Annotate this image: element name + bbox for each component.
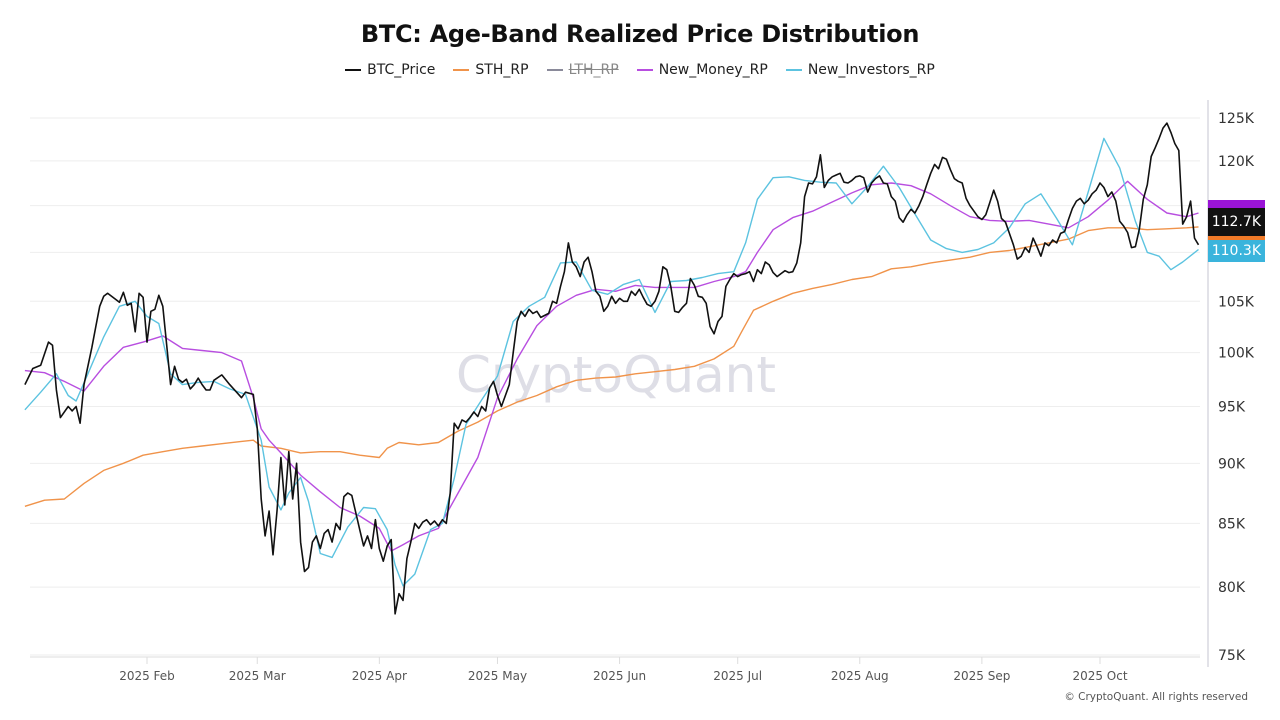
legend-label: BTC_Price bbox=[367, 62, 436, 78]
x-tick-label: 2025 Feb bbox=[119, 669, 175, 683]
legend-item-btc-price[interactable]: BTC_Price bbox=[345, 62, 435, 78]
legend-swatch-icon bbox=[546, 69, 563, 71]
x-tick-label: 2025 Mar bbox=[229, 669, 286, 683]
legend-swatch-icon bbox=[785, 69, 802, 71]
legend-item-new-investors-rp[interactable]: New_Investors_RP bbox=[785, 62, 935, 78]
legend-label: New_Investors_RP bbox=[807, 62, 935, 78]
legend-swatch-icon bbox=[345, 69, 362, 71]
legend-swatch-icon bbox=[453, 69, 470, 71]
y-tick-label: 80K bbox=[1218, 580, 1246, 596]
legend-item-new-money-rp[interactable]: New_Money_RP bbox=[636, 62, 768, 78]
last-value-badge-btc-price: 112.7K bbox=[1208, 208, 1265, 236]
series-line-btc-price[interactable] bbox=[24, 122, 1200, 615]
legend-item-lth-rp[interactable]: LTH_RP bbox=[546, 62, 619, 78]
y-tick-label: 125K bbox=[1218, 111, 1255, 127]
x-tick-label: 2025 Oct bbox=[1072, 669, 1127, 683]
chart-title: BTC: Age-Band Realized Price Distributio… bbox=[360, 20, 920, 48]
x-tick-label: 2025 Apr bbox=[352, 669, 407, 683]
last-value-badge-sth-rp bbox=[1208, 236, 1265, 240]
x-tick-label: 2025 Aug bbox=[831, 669, 889, 683]
x-tick-label: 2025 Jul bbox=[713, 669, 762, 683]
legend-swatch-icon bbox=[636, 69, 653, 71]
x-tick-label: 2025 Sep bbox=[953, 669, 1010, 683]
legend-label: LTH_RP bbox=[568, 62, 619, 78]
x-tick-label: 2025 Jun bbox=[593, 669, 646, 683]
legend-label: STH_RP bbox=[475, 62, 529, 78]
y-tick-label: 75K bbox=[1218, 648, 1246, 664]
last-value-badge-new-investors-rp: 110.3K bbox=[1208, 240, 1265, 262]
y-tick-label: 85K bbox=[1218, 516, 1246, 532]
y-tick-label: 100K bbox=[1218, 346, 1255, 362]
series-line-sth-rp[interactable] bbox=[24, 226, 1199, 507]
copyright-notice: © CryptoQuant. All rights reserved bbox=[1064, 691, 1248, 703]
chart-legend: BTC_Price STH_RP LTH_RP New_Money_RP New_Inv… bbox=[0, 62, 1280, 78]
x-tick-label: 2025 May bbox=[468, 669, 527, 683]
y-tick-label: 120K bbox=[1218, 154, 1255, 170]
y-tick-label: 105K bbox=[1218, 294, 1255, 310]
legend-item-sth-rp[interactable]: STH_RP bbox=[453, 62, 529, 78]
last-value-badge-new-money-rp bbox=[1208, 200, 1265, 211]
y-tick-label: 90K bbox=[1218, 456, 1246, 472]
series-line-new-investors-rp[interactable] bbox=[24, 137, 1199, 587]
legend-label: New_Money_RP bbox=[658, 62, 768, 78]
y-tick-label: 95K bbox=[1218, 399, 1246, 415]
